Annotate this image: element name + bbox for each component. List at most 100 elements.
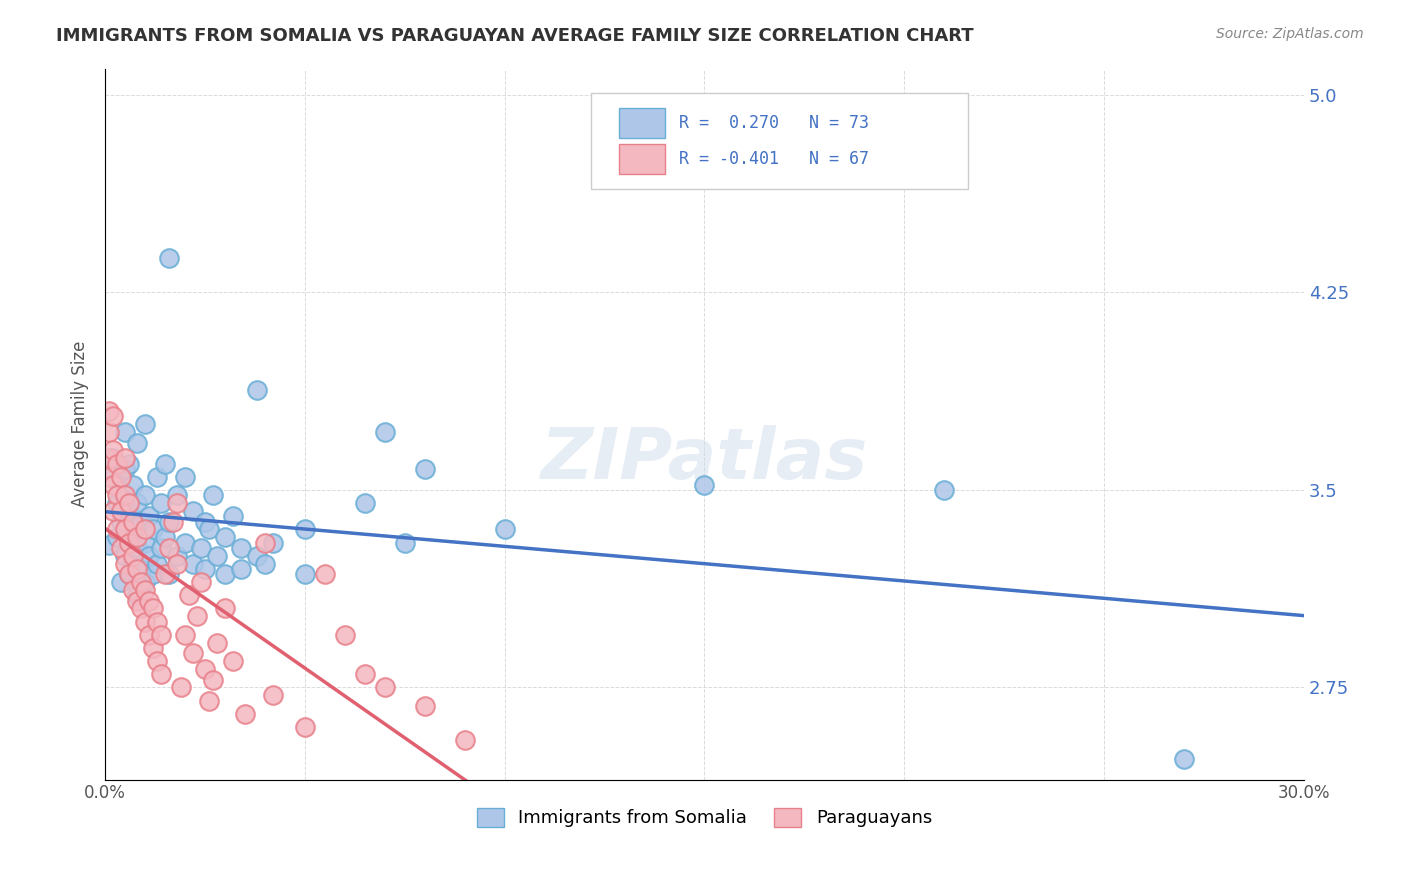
- Text: R = -0.401   N = 67: R = -0.401 N = 67: [679, 150, 869, 168]
- Point: [103, 469, 125, 483]
- Point: [229, 541, 252, 555]
- Point: [222, 654, 245, 668]
- Point: [129, 515, 152, 529]
- Point: [150, 541, 173, 555]
- Point: [118, 567, 141, 582]
- Point: [157, 515, 180, 529]
- Point: [194, 662, 217, 676]
- Point: [693, 477, 716, 491]
- Point: [114, 523, 136, 537]
- Point: [118, 535, 141, 549]
- Point: [98, 425, 121, 439]
- Point: [127, 541, 149, 555]
- Point: [142, 601, 165, 615]
- Point: [354, 667, 377, 681]
- Point: [105, 523, 128, 537]
- Point: [413, 698, 436, 713]
- Point: [174, 628, 197, 642]
- Point: [205, 549, 228, 563]
- Point: [174, 535, 197, 549]
- Point: [114, 462, 136, 476]
- Point: [153, 457, 176, 471]
- Point: [198, 693, 221, 707]
- Point: [190, 575, 212, 590]
- Point: [157, 251, 180, 265]
- Point: [114, 509, 136, 524]
- Point: [1173, 751, 1195, 765]
- Point: [253, 535, 276, 549]
- Point: [354, 496, 377, 510]
- Point: [114, 488, 136, 502]
- Point: [98, 404, 121, 418]
- Point: [314, 567, 336, 582]
- Point: [110, 504, 132, 518]
- Point: [374, 425, 396, 439]
- Point: [103, 504, 125, 518]
- Point: [214, 530, 236, 544]
- Point: [127, 496, 149, 510]
- Bar: [620, 108, 665, 138]
- Point: [233, 706, 256, 721]
- Point: [181, 557, 204, 571]
- Point: [142, 640, 165, 655]
- Point: [142, 523, 165, 537]
- Point: [98, 451, 121, 466]
- Point: [134, 615, 156, 629]
- Text: Source: ZipAtlas.com: Source: ZipAtlas.com: [1216, 27, 1364, 41]
- Point: [127, 562, 149, 576]
- Point: [105, 457, 128, 471]
- Point: [129, 562, 152, 576]
- Text: R =  0.270   N = 73: R = 0.270 N = 73: [679, 114, 869, 132]
- Point: [138, 628, 160, 642]
- Point: [205, 635, 228, 649]
- Point: [103, 409, 125, 424]
- Point: [114, 557, 136, 571]
- Point: [934, 483, 956, 497]
- Point: [118, 567, 141, 582]
- Point: [134, 417, 156, 431]
- Point: [413, 462, 436, 476]
- Point: [138, 509, 160, 524]
- Point: [127, 588, 149, 602]
- Point: [246, 549, 269, 563]
- Point: [262, 689, 284, 703]
- Point: [146, 654, 169, 668]
- Point: [103, 451, 125, 466]
- Point: [202, 488, 225, 502]
- Point: [129, 601, 152, 615]
- Point: [194, 515, 217, 529]
- Point: [122, 523, 145, 537]
- Point: [246, 383, 269, 397]
- Point: [142, 567, 165, 582]
- Point: [122, 515, 145, 529]
- Point: [153, 567, 176, 582]
- Point: [181, 504, 204, 518]
- Point: [114, 451, 136, 466]
- Point: [103, 477, 125, 491]
- Point: [262, 535, 284, 549]
- Point: [103, 443, 125, 458]
- Point: [194, 562, 217, 576]
- FancyBboxPatch shape: [591, 94, 969, 189]
- Point: [118, 535, 141, 549]
- Point: [150, 628, 173, 642]
- Point: [294, 720, 316, 734]
- Point: [186, 609, 208, 624]
- Point: [129, 575, 152, 590]
- Point: [394, 535, 416, 549]
- Point: [118, 457, 141, 471]
- Point: [166, 549, 188, 563]
- Point: [134, 535, 156, 549]
- Point: [166, 557, 188, 571]
- Point: [253, 557, 276, 571]
- Point: [146, 469, 169, 483]
- Point: [150, 496, 173, 510]
- Point: [98, 538, 121, 552]
- Point: [110, 515, 132, 529]
- Point: [98, 469, 121, 483]
- Point: [105, 488, 128, 502]
- Point: [454, 733, 477, 747]
- Point: [105, 496, 128, 510]
- Point: [134, 523, 156, 537]
- Y-axis label: Average Family Size: Average Family Size: [72, 341, 89, 508]
